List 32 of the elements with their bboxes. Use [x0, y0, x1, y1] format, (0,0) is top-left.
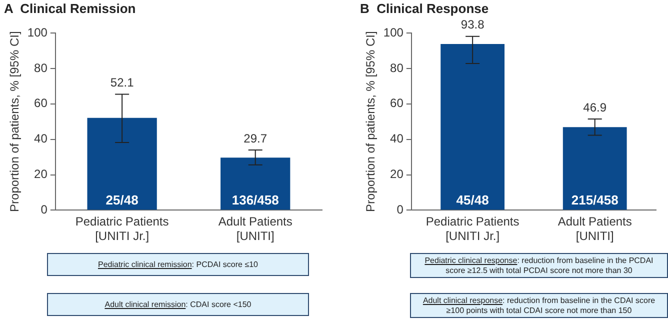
chart-title: B Clinical Response [360, 1, 489, 16]
y-axis-title: Proportion of patients, % [95% CI] [8, 31, 22, 212]
y-tick-label: 0 [396, 202, 404, 217]
x-tick-label: Pediatric Patients [UNITI Jr.] [75, 214, 169, 244]
annotation: 136/458 [232, 192, 279, 208]
data-label: 46.9 [583, 100, 607, 114]
y-tick-label: 20 [390, 167, 404, 182]
x-tick-label: Adult Patients [UNITI] [218, 214, 292, 244]
text: Adult clinical response: reduction from baseline in the CDAI score ≥100 points with total CDAI score not more than 150 [422, 296, 656, 316]
data-label: 29.7 [244, 131, 268, 146]
x-tick-label: Pediatric Patients [UNITI Jr.] [426, 214, 520, 244]
x-tick-label: Adult Patients [UNITI] [558, 214, 632, 244]
annotation: 215/458 [571, 192, 618, 208]
data-label: 93.8 [460, 18, 485, 32]
data-label: 52.1 [110, 76, 134, 90]
y-axis-title: Proportion of patients, % [95% CI] [364, 31, 378, 212]
y-tick-label: 100 [27, 25, 48, 40]
y-tick-label: 80 [390, 60, 404, 75]
y-tick-label: 40 [390, 132, 404, 146]
y-tick-label: 80 [34, 60, 48, 75]
y-tick-label: 20 [34, 167, 48, 182]
y-tick-label: 100 [383, 25, 404, 40]
text: Pediatric clinical remission: PCDAI score ≤10 [98, 260, 258, 270]
y-tick-label: 60 [390, 96, 404, 110]
text: Pediatric clinical response: reduction from baseline in the PCDAI score ≥12.5 with total PCDAI score not more than 30 [424, 256, 654, 276]
y-tick-label: 0 [40, 202, 48, 217]
y-tick-label: 60 [34, 96, 48, 110]
annotation: 45/48 [456, 192, 489, 208]
annotation: 25/48 [106, 192, 138, 208]
text: Adult clinical remission: CDAI score <150 [104, 300, 252, 310]
y-tick-label: 40 [34, 132, 48, 146]
chart-title: A Clinical Remission [4, 1, 136, 16]
